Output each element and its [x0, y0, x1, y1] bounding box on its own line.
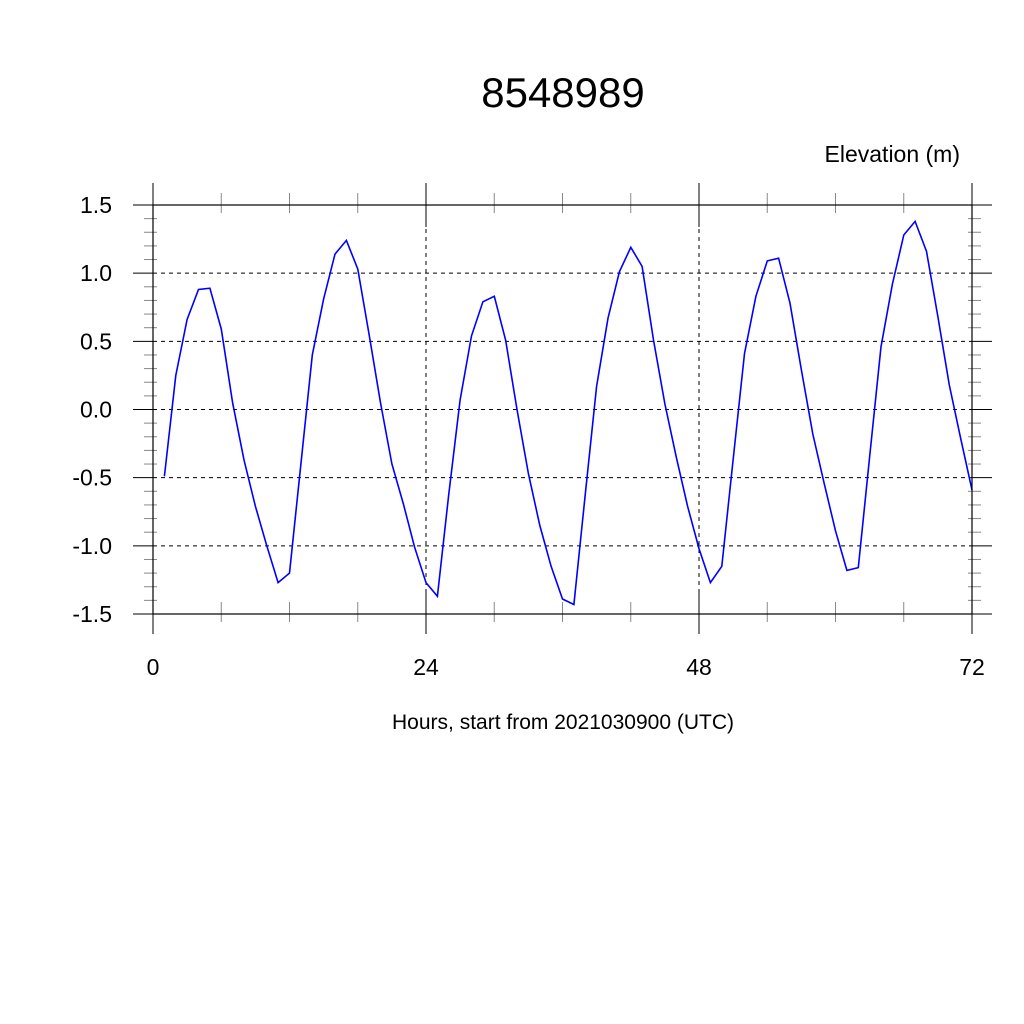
y-tick-label: -1.5	[72, 601, 112, 627]
x-tick-label: 48	[686, 654, 712, 680]
plot-frame	[152, 204, 973, 615]
y-tick-label: 1.5	[80, 192, 112, 218]
y-tick-label: -0.5	[72, 465, 112, 491]
grid	[153, 205, 972, 614]
x-tick-label: 72	[959, 654, 985, 680]
series	[163, 219, 973, 606]
elevation-line	[163, 219, 973, 606]
x-tick-label: 0	[147, 654, 160, 680]
tick-labels: 0 24 48 72 1.5 1.0 0.5 0.0 -0.5 -1.0 -1.5	[72, 192, 984, 680]
y-tick-label: 0.5	[80, 328, 112, 354]
y-tick-label: -1.0	[72, 533, 112, 559]
y-axis-label: Elevation (m)	[825, 141, 960, 167]
y-tick-label: 0.0	[80, 397, 112, 423]
y-tick-label: 1.0	[80, 260, 112, 286]
axis-ticks	[133, 183, 992, 634]
chart-title: 8548989	[481, 69, 645, 116]
x-axis-label: Hours, start from 2021030900 (UTC)	[392, 711, 734, 734]
x-tick-label: 24	[413, 654, 439, 680]
